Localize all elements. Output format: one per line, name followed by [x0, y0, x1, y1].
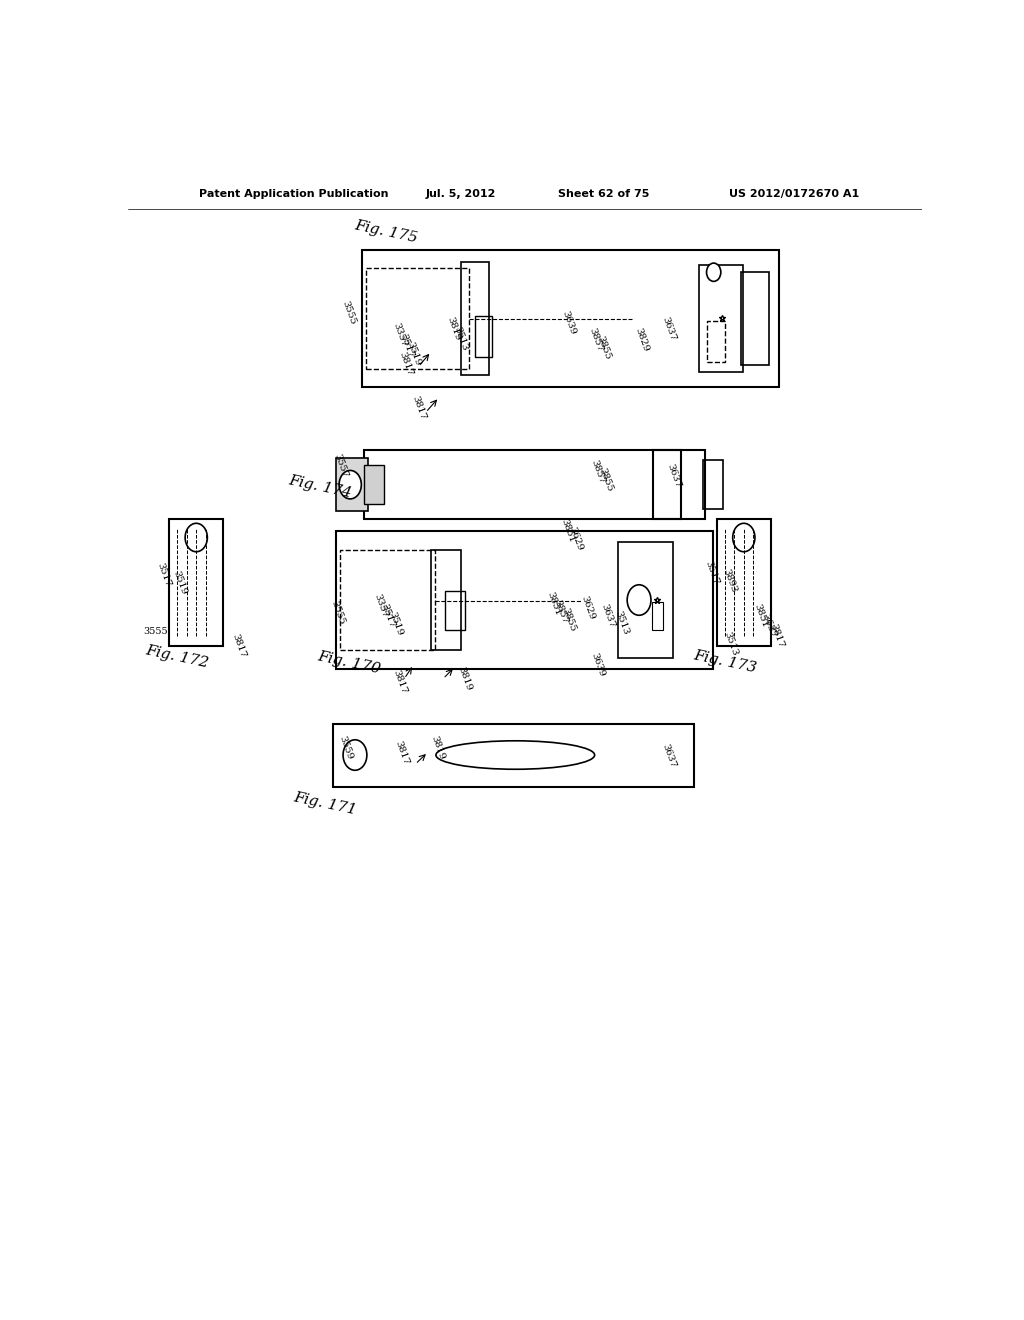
Ellipse shape: [436, 741, 595, 770]
Bar: [362, 249, 779, 387]
Text: 3517: 3517: [380, 602, 396, 630]
Text: 3637: 3637: [600, 602, 616, 630]
Text: 3855: 3855: [596, 334, 612, 360]
Circle shape: [339, 470, 361, 499]
Bar: [708, 321, 725, 362]
Text: 3517: 3517: [399, 333, 416, 359]
Text: 3637: 3637: [660, 315, 678, 342]
Text: 3629: 3629: [580, 594, 597, 620]
Text: US 2012/0172670 A1: US 2012/0172670 A1: [729, 189, 860, 199]
Bar: [653, 450, 705, 519]
Text: Fig. 175: Fig. 175: [353, 218, 419, 246]
Text: 3819: 3819: [444, 315, 462, 342]
Text: 3559: 3559: [338, 735, 354, 762]
Text: 3817: 3817: [769, 623, 785, 649]
Text: Fig. 174: Fig. 174: [287, 473, 353, 500]
Text: 3639: 3639: [560, 310, 577, 337]
Text: 3629: 3629: [567, 525, 584, 552]
Text: 3637: 3637: [761, 612, 777, 639]
Text: 3855: 3855: [560, 607, 577, 634]
Text: 3637: 3637: [666, 462, 682, 488]
Text: Fig. 172: Fig. 172: [144, 643, 210, 671]
Text: 3555: 3555: [330, 599, 347, 626]
Bar: [364, 466, 384, 504]
Bar: [431, 549, 461, 651]
Text: 3517: 3517: [703, 560, 721, 586]
Text: 3639: 3639: [590, 651, 606, 677]
Text: 3513: 3513: [723, 631, 739, 657]
Bar: [340, 549, 435, 651]
Text: 3829: 3829: [634, 326, 650, 352]
Text: 3819: 3819: [429, 735, 446, 762]
Bar: [699, 265, 743, 372]
Text: 3519: 3519: [171, 570, 188, 597]
Text: 3851: 3851: [752, 603, 769, 628]
Text: 3819: 3819: [457, 665, 474, 692]
Text: 3817: 3817: [230, 634, 248, 660]
Text: 3857: 3857: [590, 458, 606, 484]
Circle shape: [185, 523, 208, 552]
Text: Patent Application Publication: Patent Application Publication: [200, 189, 389, 199]
Text: 3817: 3817: [391, 669, 408, 696]
Text: 3893: 3893: [721, 568, 738, 594]
Text: 3637: 3637: [660, 743, 678, 770]
Text: Jul. 5, 2012: Jul. 5, 2012: [426, 189, 497, 199]
Text: 3817: 3817: [393, 739, 411, 766]
Text: 3513: 3513: [613, 610, 630, 636]
Bar: [741, 272, 769, 364]
Text: 3855: 3855: [597, 466, 614, 492]
Text: 3519: 3519: [406, 341, 422, 367]
Text: 3851: 3851: [559, 517, 577, 544]
Text: 3851: 3851: [545, 590, 562, 616]
Text: Sheet 62 of 75: Sheet 62 of 75: [558, 189, 650, 199]
Bar: [333, 723, 694, 787]
Bar: [336, 458, 368, 511]
Text: 3357: 3357: [391, 322, 408, 348]
Circle shape: [627, 585, 651, 615]
Bar: [703, 461, 723, 510]
Text: Fig. 171: Fig. 171: [292, 791, 357, 817]
Text: 3555: 3555: [143, 627, 168, 635]
Bar: [445, 591, 465, 630]
Bar: [336, 532, 713, 669]
Text: 3519: 3519: [387, 611, 403, 638]
Bar: [475, 315, 493, 356]
Bar: [364, 450, 681, 519]
Bar: [652, 602, 663, 630]
Text: 3557: 3557: [332, 453, 349, 479]
Text: 3555: 3555: [340, 300, 357, 326]
Text: 3857: 3857: [588, 326, 605, 352]
Text: Fig. 170: Fig. 170: [315, 649, 382, 676]
Text: 3817: 3817: [397, 351, 415, 378]
Bar: [717, 519, 771, 647]
Bar: [367, 268, 469, 368]
Circle shape: [707, 263, 721, 281]
Circle shape: [343, 739, 367, 771]
Text: 3517: 3517: [156, 562, 172, 589]
Text: 3857: 3857: [553, 598, 569, 624]
Text: 3357: 3357: [372, 593, 389, 619]
Bar: [461, 263, 489, 375]
Circle shape: [733, 523, 755, 552]
Text: Fig. 173: Fig. 173: [692, 648, 759, 675]
Bar: [617, 541, 673, 659]
Bar: [169, 519, 223, 647]
Text: 3513: 3513: [453, 326, 470, 352]
Text: 3817: 3817: [410, 395, 427, 421]
